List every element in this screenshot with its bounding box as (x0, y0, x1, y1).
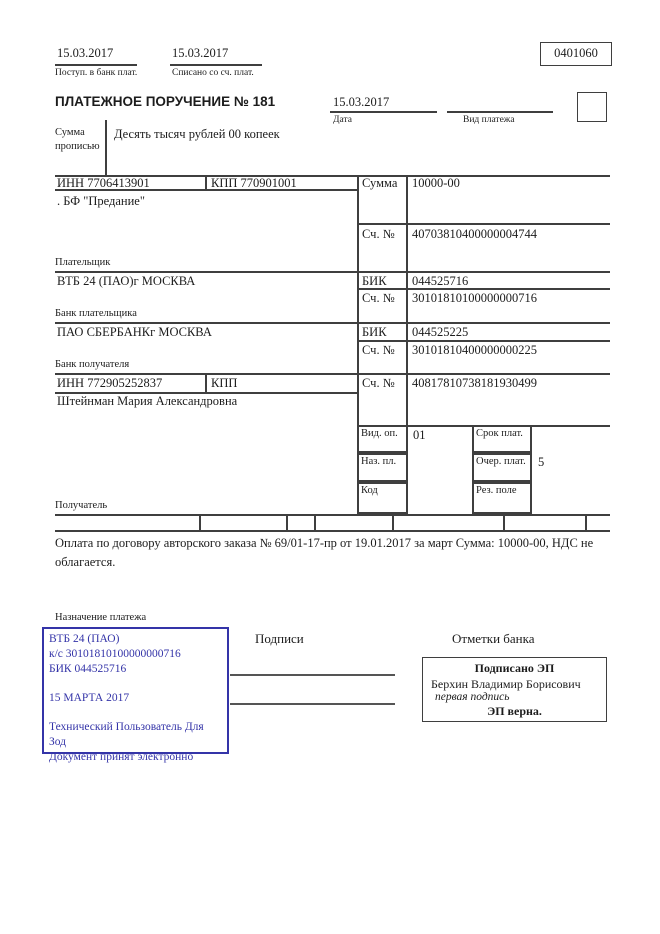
signature-line (230, 703, 395, 705)
grid-line (170, 64, 262, 66)
bank-stamp-corr-account: к/с 30101810100000000716 (49, 647, 181, 660)
payer-bank-account-label: Сч. № (362, 291, 395, 305)
grid-line (205, 373, 207, 392)
esign-verified-text: ЭП верна. (487, 704, 542, 718)
payer-bank-label: Банк плательщика (55, 308, 137, 319)
received-date: 15.03.2017 (57, 46, 114, 60)
grid-line (406, 175, 408, 425)
payment-kind-label: Вид платежа (463, 115, 515, 125)
sum-value: 10000-00 (412, 176, 460, 190)
date-label: Дата (333, 115, 352, 125)
grid-line (357, 175, 359, 514)
grid-line (357, 288, 610, 290)
grid-line (330, 111, 437, 113)
amount-words-label: Сумма прописью (55, 127, 100, 152)
payee-bank-name: ПАО СБЕРБАНКг МОСКВА (57, 325, 212, 339)
payer-bank-bik-label: БИК (362, 274, 387, 288)
bank-marks-label: Отметки банка (452, 631, 535, 646)
grid-line (55, 175, 610, 177)
grid-line (286, 516, 288, 530)
signatures-label: Подписи (255, 631, 304, 646)
payer-account: 40703810400000004744 (412, 227, 537, 241)
bank-stamp-user: Технический Пользователь Для Зод (49, 720, 204, 748)
grid-line (55, 64, 137, 66)
payee-bank-bik-label: БИК (362, 325, 387, 339)
pay-purpose-code-label-cell: Наз. пл. (357, 453, 408, 482)
debited-date: 15.03.2017 (172, 46, 229, 60)
debited-date-label: Списано со сч. плат. (172, 68, 254, 78)
esign-signer-role: первая подпись (435, 691, 510, 703)
payer-bank-account: 30101810100000000716 (412, 291, 537, 305)
payer-account-label: Сч. № (362, 227, 395, 241)
term-label-cell: Срок плат. (472, 425, 532, 453)
payee-bank-label: Банк получателя (55, 359, 130, 370)
document-date: 15.03.2017 (333, 95, 390, 109)
payee-bank-account: 30101810400000000225 (412, 343, 537, 357)
grid-line (357, 340, 610, 342)
grid-line (199, 516, 201, 530)
grid-line (392, 516, 394, 530)
grid-line (55, 322, 610, 324)
payment-purpose-label: Назначение платежа (55, 612, 147, 623)
okud-code-box: 0401060 (540, 42, 612, 66)
esign-signer-name: Берхин Владимир Борисович (431, 677, 581, 691)
amount-words-value: Десять тысяч рублей 00 копеек (114, 127, 280, 141)
esign-stamp-title: Подписано ЭП (474, 661, 555, 675)
reserve-label-cell: Рез. поле (472, 482, 532, 514)
payer-name: . БФ "Предание" (57, 194, 145, 208)
payer-bank-name: ВТБ 24 (ПАО)г МОСКВА (57, 274, 196, 288)
bank-stamp-bank-name: ВТБ 24 (ПАО) (49, 633, 120, 645)
bank-stamp-date: 15 МАРТА 2017 (49, 691, 130, 704)
grid-line (205, 175, 207, 189)
grid-line (55, 514, 610, 516)
grid-line (55, 189, 357, 191)
op-kind-label-cell: Вид. оп. (357, 425, 408, 453)
bank-stamp-bik: БИК 044525716 (49, 662, 127, 675)
order-value: 5 (538, 455, 545, 469)
grid-line (105, 120, 107, 175)
payment-purpose-text: Оплата по договору авторского заказа № 6… (55, 536, 594, 570)
grid-line (55, 373, 610, 375)
bank-stamp-spacer (49, 706, 222, 720)
payer-label: Плательщик (55, 257, 111, 268)
payee-account: 40817810738181930499 (412, 376, 537, 390)
payer-kpp: КПП 770901001 (211, 176, 297, 190)
grid-line (447, 111, 553, 113)
grid-line (503, 516, 505, 530)
grid-line (55, 271, 610, 273)
op-kind-value: 01 (413, 428, 426, 442)
grid-line (314, 516, 316, 530)
order-label-cell: Очер. плат. (472, 453, 532, 482)
received-date-label: Поступ. в банк плат. (55, 68, 138, 78)
grid-line (585, 516, 587, 530)
payee-label: Получатель (55, 500, 108, 511)
payee-name: Штейнман Мария Александровна (57, 394, 238, 408)
esign-stamp-box (422, 657, 607, 722)
bank-stamp-note: Документ принят электронно (49, 750, 194, 763)
payer-inn: ИНН 7706413901 (57, 176, 150, 190)
payee-kpp-label: КПП (211, 376, 238, 390)
payee-account-label: Сч. № (362, 376, 395, 390)
bank-stamp: ВТБ 24 (ПАО) к/с 30101810100000000716 БИ… (42, 627, 229, 763)
payer-bank-bik: 044525716 (412, 274, 469, 288)
code-label-cell: Код (357, 482, 408, 514)
bank-stamp-spacer (49, 677, 222, 691)
signature-line (230, 674, 395, 676)
sum-label: Сумма (362, 176, 398, 190)
grid-line (55, 392, 357, 394)
grid-line (357, 223, 610, 225)
grid-line (55, 530, 610, 532)
payee-bank-bik: 044525225 (412, 325, 469, 339)
document-title: ПЛАТЕЖНОЕ ПОРУЧЕНИЕ № 181 (55, 94, 276, 109)
payment-kind-box (577, 92, 607, 122)
payee-bank-account-label: Сч. № (362, 343, 395, 357)
payee-inn: ИНН 772905252837 (57, 376, 163, 390)
